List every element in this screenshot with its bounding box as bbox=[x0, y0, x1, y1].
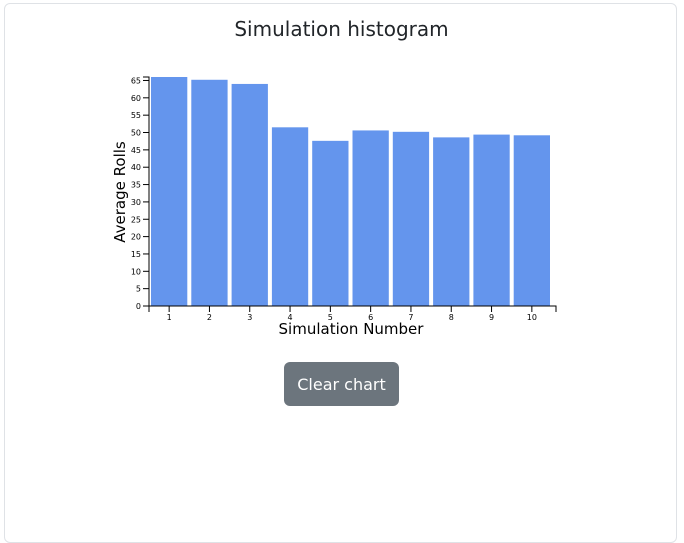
bar-9 bbox=[473, 134, 510, 306]
y-tick-label: 40 bbox=[131, 163, 141, 172]
x-tick-label: 7 bbox=[408, 313, 413, 322]
y-tick-label: 30 bbox=[131, 198, 141, 207]
bar-3 bbox=[231, 83, 268, 306]
y-axis-label: Average Rolls bbox=[111, 141, 129, 243]
bar-10 bbox=[513, 135, 550, 306]
x-axis-line bbox=[148, 305, 557, 312]
bars-group bbox=[151, 77, 550, 306]
y-tick-label: 5 bbox=[136, 285, 141, 294]
clear-chart-button[interactable]: Clear chart bbox=[284, 362, 399, 406]
histogram-card: Simulation histogram 0 5 10 15 20 25 30 35 40 45 5… bbox=[4, 3, 677, 543]
y-tick-label: 55 bbox=[131, 111, 141, 120]
x-axis: 1 2 3 4 5 6 7 8 9 10 bbox=[148, 305, 557, 322]
bar-7 bbox=[392, 131, 430, 306]
y-tick-label: 60 bbox=[131, 94, 141, 103]
y-tick-label: 15 bbox=[131, 250, 141, 259]
x-tick-label: 9 bbox=[489, 313, 494, 322]
y-tick-label: 10 bbox=[131, 267, 141, 276]
bar-6 bbox=[352, 130, 389, 306]
x-axis-label: Simulation Number bbox=[279, 320, 425, 338]
bar-4 bbox=[271, 127, 309, 306]
y-tick-label: 20 bbox=[131, 233, 141, 242]
x-tick-label: 10 bbox=[527, 313, 537, 322]
y-tick-label: 35 bbox=[131, 181, 141, 190]
x-tick-label: 4 bbox=[288, 313, 293, 322]
y-tick-label: 65 bbox=[131, 76, 141, 85]
x-tick-label: 2 bbox=[207, 313, 212, 322]
y-tick-label: 0 bbox=[136, 302, 141, 311]
x-tick-label: 5 bbox=[328, 313, 333, 322]
x-tick-label: 6 bbox=[368, 313, 373, 322]
x-tick-label: 8 bbox=[449, 313, 454, 322]
y-axis: 0 5 10 15 20 25 30 35 40 45 50 55 60 65 bbox=[131, 76, 150, 311]
y-tick-label: 25 bbox=[131, 215, 141, 224]
x-tick-label: 1 bbox=[167, 313, 172, 322]
y-tick-label: 50 bbox=[131, 129, 141, 138]
x-tick-label: 3 bbox=[247, 313, 252, 322]
bar-8 bbox=[433, 137, 470, 306]
chart-title: Simulation histogram bbox=[234, 17, 449, 41]
y-tick-label: 45 bbox=[131, 146, 141, 155]
bar-5 bbox=[312, 140, 349, 306]
bar-1 bbox=[151, 77, 188, 306]
bar-2 bbox=[191, 79, 228, 306]
